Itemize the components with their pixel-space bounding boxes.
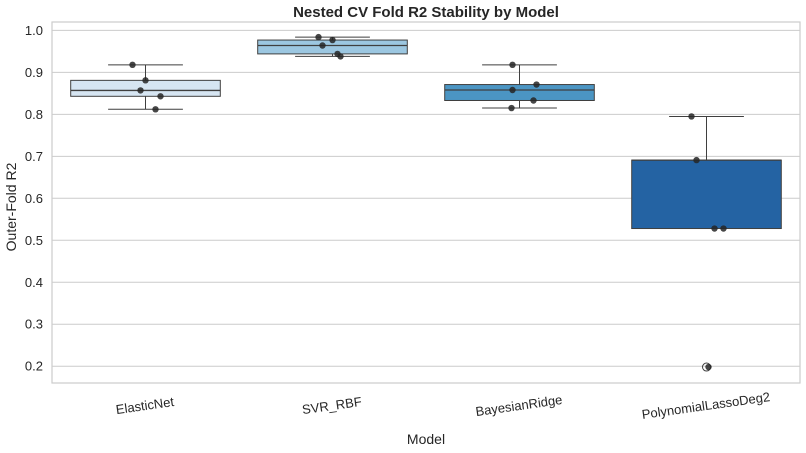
x-tick-label: ElasticNet — [115, 394, 175, 417]
data-point — [509, 86, 516, 94]
x-tick-label: SVR_RBF — [301, 394, 363, 417]
y-tick-label: 0.3 — [25, 317, 43, 332]
x-tick-labels: ElasticNet SVR_RBF BayesianRidge Polynomial… — [115, 389, 771, 422]
data-point — [705, 363, 712, 371]
data-point — [720, 225, 727, 232]
data-point — [693, 156, 700, 164]
y-tick-label: 0.2 — [25, 359, 43, 374]
y-tick-label: 0.5 — [25, 233, 43, 248]
data-point — [711, 225, 718, 232]
data-point — [152, 106, 159, 113]
points-layer — [129, 33, 727, 371]
boxes-layer — [70, 36, 782, 372]
data-point — [142, 77, 149, 84]
y-tick-label: 0.6 — [25, 191, 43, 206]
box-PolynomialLassoDeg2 — [631, 159, 782, 230]
data-point — [688, 113, 695, 120]
data-point — [129, 61, 136, 69]
x-axis-label: Model — [407, 431, 445, 447]
y-tick-label: 0.8 — [25, 107, 43, 122]
data-point — [508, 104, 515, 112]
y-tick-label: 0.4 — [25, 275, 43, 290]
box-BayesianRidge — [444, 84, 595, 101]
chart-title: Nested CV Fold R2 Stability by Model — [293, 4, 559, 21]
data-point — [157, 93, 164, 100]
data-point — [530, 97, 537, 104]
data-point — [329, 36, 336, 44]
y-axis-label: Outer-Fold R2 — [3, 162, 19, 251]
y-tick-label: 1.0 — [25, 23, 43, 38]
plot-frame — [51, 21, 801, 384]
data-point — [337, 53, 344, 60]
grid-lines — [52, 29, 800, 367]
y-tick-label: 0.9 — [25, 65, 43, 80]
data-point — [319, 42, 326, 49]
data-point — [137, 87, 144, 94]
x-tick-label: BayesianRidge — [475, 392, 564, 419]
y-tick-labels: 0.2 0.3 0.4 0.5 0.6 0.7 0.8 0.9 1.0 — [25, 23, 43, 374]
y-tick-label: 0.7 — [25, 149, 43, 164]
x-tick-label: PolynomialLassoDeg2 — [641, 389, 771, 422]
data-point — [315, 33, 322, 41]
data-point — [533, 81, 540, 88]
data-point — [509, 61, 516, 69]
